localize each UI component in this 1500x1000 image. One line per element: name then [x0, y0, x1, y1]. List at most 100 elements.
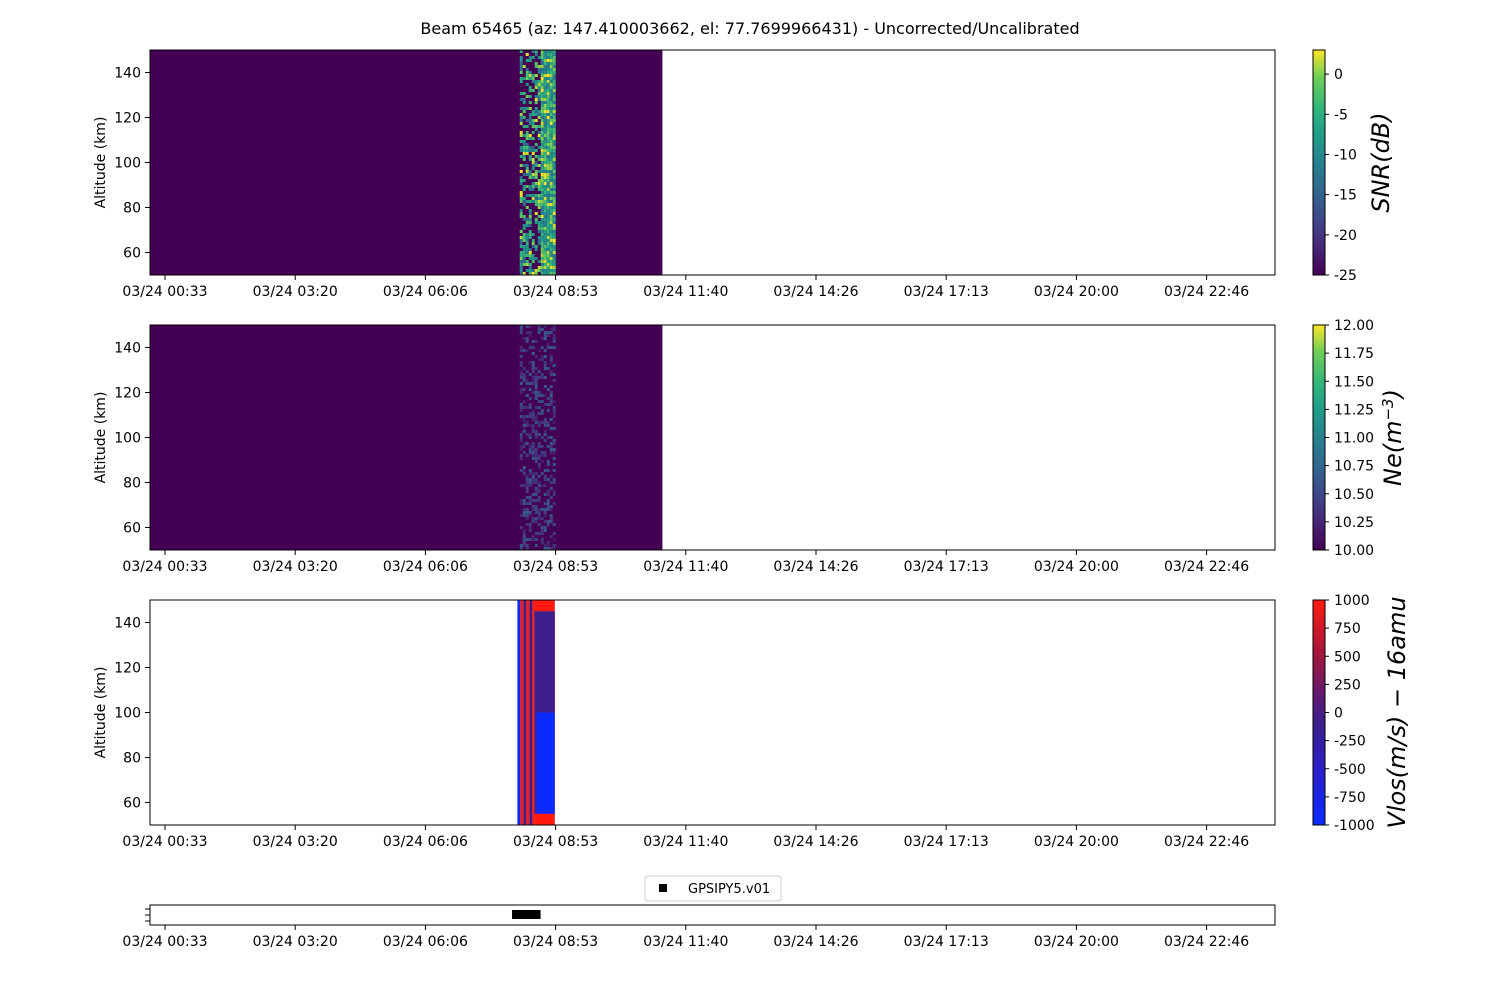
snr-cell: [525, 254, 529, 257]
snr-cell: [540, 104, 544, 107]
ne-cell: [552, 325, 556, 328]
snr-cell: [546, 59, 550, 62]
snr-cell: [531, 200, 535, 203]
snr-cell: [531, 245, 535, 248]
snr-cell: [552, 167, 556, 170]
snr-cell: [543, 251, 547, 254]
snr-cell: [534, 194, 538, 197]
ne-cell: [549, 328, 553, 331]
y-tick-label: 100: [114, 156, 141, 172]
snr-cell: [528, 257, 532, 260]
ne-cell: [534, 391, 538, 394]
snr-cell: [531, 176, 535, 179]
colorbar-tick-label: 0: [1334, 706, 1343, 722]
snr-cell: [540, 206, 544, 209]
snr-cell: [537, 185, 541, 188]
snr-cell: [519, 68, 523, 71]
snr-cell: [543, 56, 547, 59]
snr-cell: [552, 182, 556, 185]
ne-cell: [531, 472, 535, 475]
ne-cell: [549, 370, 553, 373]
snr-cell: [552, 110, 556, 113]
x-tick-label: 03/24 00:33: [122, 559, 207, 575]
snr-cell: [540, 269, 544, 272]
ne-cell: [531, 508, 535, 511]
ne-cell: [534, 382, 538, 385]
x-tick-label: 03/24 03:20: [253, 284, 338, 300]
ne-cell: [525, 547, 529, 550]
x-tick-label: 03/24 03:20: [253, 834, 338, 850]
snr-cell: [546, 95, 550, 98]
ne-cell: [534, 367, 538, 370]
snr-cell: [537, 182, 541, 185]
snr-cell: [540, 239, 544, 242]
snr-cell: [525, 68, 529, 71]
ne-cell: [537, 331, 541, 334]
ne-cell: [534, 508, 538, 511]
ne-cell: [531, 451, 535, 454]
snr-cell: [543, 197, 547, 200]
ne-cell: [537, 523, 541, 526]
ne-cell: [534, 373, 538, 376]
x-tick-label: 03/24 03:20: [253, 934, 338, 950]
vlos-heatmap-cells: [517, 600, 555, 825]
ne-cell: [531, 412, 535, 415]
snr-cell: [537, 68, 541, 71]
snr-cell: [552, 77, 556, 80]
snr-cell: [543, 62, 547, 65]
ne-cell: [534, 388, 538, 391]
snr-cell: [549, 65, 553, 68]
snr-cell: [534, 95, 538, 98]
snr-cell: [546, 140, 550, 143]
snr-cell: [522, 101, 526, 104]
ne-cell: [546, 493, 550, 496]
snr-cell: [549, 224, 553, 227]
ne-cell: [519, 448, 523, 451]
snr-cell: [534, 155, 538, 158]
ne-cell: [537, 391, 541, 394]
snr-cell: [549, 152, 553, 155]
snr-cell: [552, 131, 556, 134]
snr-cell: [543, 77, 547, 80]
vlos-column: [526, 600, 530, 825]
ne-cell: [525, 370, 529, 373]
ne-cell: [552, 523, 556, 526]
snr-cell: [552, 68, 556, 71]
colorbar-tick-label: 10.00: [1334, 543, 1374, 559]
snr-cell: [543, 257, 547, 260]
snr-cell: [552, 239, 556, 242]
snr-cell: [531, 167, 535, 170]
ne-cell: [546, 397, 550, 400]
ne-cell: [552, 457, 556, 460]
ne-cell: [552, 448, 556, 451]
snr-cell: [546, 98, 550, 101]
colorbar-tick-label: -1000: [1334, 818, 1375, 834]
snr-cell: [522, 239, 526, 242]
snr-cell: [543, 125, 547, 128]
snr-cell: [549, 167, 553, 170]
snr-cell: [546, 113, 550, 116]
ne-cell: [543, 475, 547, 478]
ne-cell: [534, 385, 538, 388]
ne-cell: [543, 493, 547, 496]
snr-cell: [549, 173, 553, 176]
ne-cell: [528, 412, 532, 415]
ne-cell: [543, 334, 547, 337]
snr-cell: [537, 80, 541, 83]
ne-cell: [537, 487, 541, 490]
ne-cell: [531, 367, 535, 370]
snr-cell: [552, 263, 556, 266]
ne-cell: [525, 442, 529, 445]
ne-cell: [540, 484, 544, 487]
ne-cell: [522, 445, 526, 448]
snr-cell: [534, 203, 538, 206]
snr-cell: [552, 107, 556, 110]
x-tick-label: 03/24 14:26: [773, 934, 858, 950]
snr-cell: [531, 137, 535, 140]
ne-cell: [525, 517, 529, 520]
snr-cell: [552, 140, 556, 143]
ne-cell: [519, 409, 523, 412]
ne-cell: [546, 403, 550, 406]
snr-cell: [540, 257, 544, 260]
ne-cell: [549, 397, 553, 400]
